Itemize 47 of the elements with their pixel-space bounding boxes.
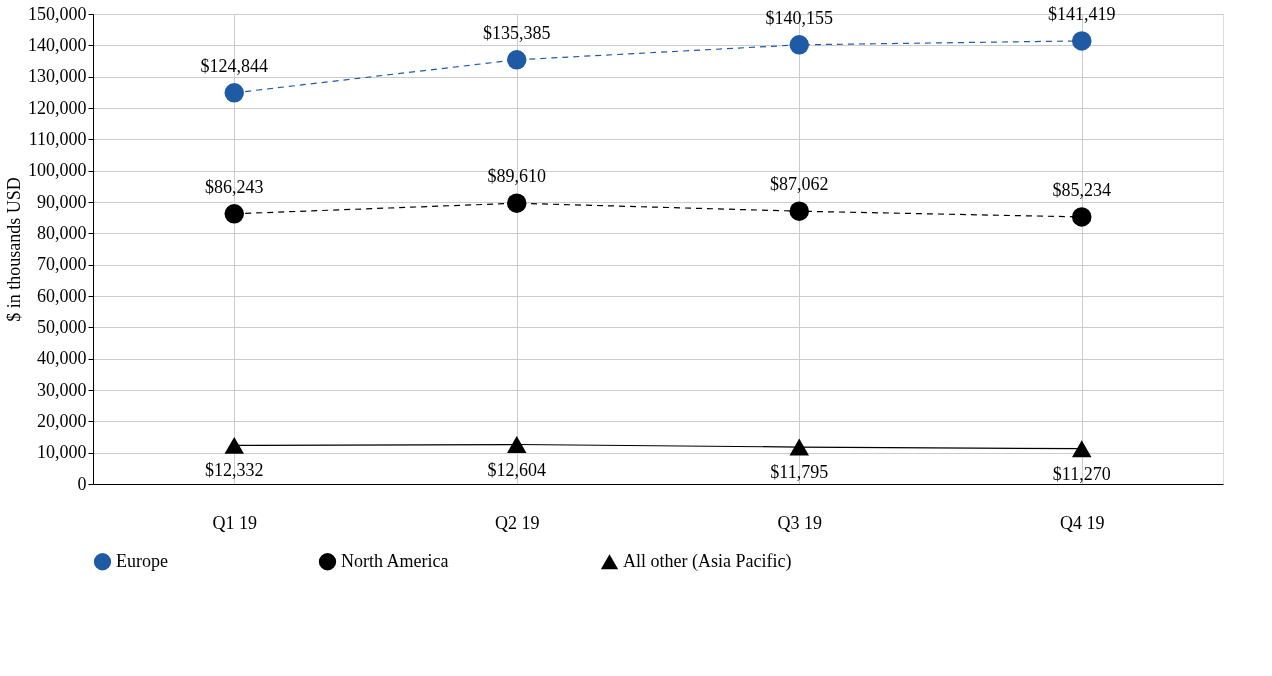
legend-label: Europe (116, 550, 168, 571)
data-label: $141,419 (1048, 3, 1116, 24)
data-label: $135,385 (483, 22, 551, 43)
point (789, 35, 809, 55)
y-tick-label: 20,000 (37, 410, 87, 431)
point (224, 436, 244, 454)
point (507, 50, 527, 70)
legend-label: All other (Asia Pacific) (623, 550, 792, 572)
data-label: $89,610 (487, 166, 546, 187)
y-axis-title: $ in thousands USD (4, 177, 24, 322)
y-tick-label: 150,000 (28, 3, 87, 24)
data-label: $124,844 (200, 55, 268, 76)
y-tick-label: 140,000 (28, 34, 87, 55)
y-tick-label: 130,000 (28, 66, 87, 87)
point (1072, 31, 1092, 51)
point (789, 201, 809, 221)
y-tick-label: 80,000 (37, 222, 87, 243)
x-tick-label: Q3 19 (777, 512, 822, 533)
x-tick-label: Q2 19 (495, 512, 540, 533)
data-label: $87,062 (770, 174, 829, 195)
y-tick-label: 10,000 (37, 442, 87, 463)
data-label: $12,332 (205, 460, 264, 481)
data-label: $11,795 (770, 462, 829, 483)
data-label: $86,243 (205, 176, 264, 197)
y-tick-label: 100,000 (28, 160, 87, 181)
y-tick-label: 70,000 (37, 254, 87, 275)
y-tick-label: 40,000 (37, 348, 87, 369)
point (224, 83, 244, 103)
y-tick-label: 110,000 (28, 128, 87, 149)
point (1072, 440, 1092, 458)
point (1072, 207, 1092, 227)
data-label: $11,270 (1052, 463, 1111, 484)
y-tick-label: 30,000 (37, 379, 87, 400)
data-label: $12,604 (487, 459, 546, 480)
y-tick-label: 0 (77, 473, 87, 494)
x-tick-label: Q4 19 (1060, 512, 1105, 533)
point (507, 193, 527, 213)
x-tick-label: Q1 19 (212, 512, 257, 533)
data-label: $140,155 (765, 7, 833, 28)
y-tick-label: 50,000 (37, 316, 87, 337)
y-tick-label: 90,000 (37, 191, 87, 212)
y-tick-label: 120,000 (28, 97, 87, 118)
legend-label: North America (341, 550, 449, 571)
point (507, 436, 527, 453)
y-tick-label: 60,000 (37, 285, 87, 306)
data-label: $85,234 (1052, 179, 1111, 200)
point (224, 204, 244, 224)
